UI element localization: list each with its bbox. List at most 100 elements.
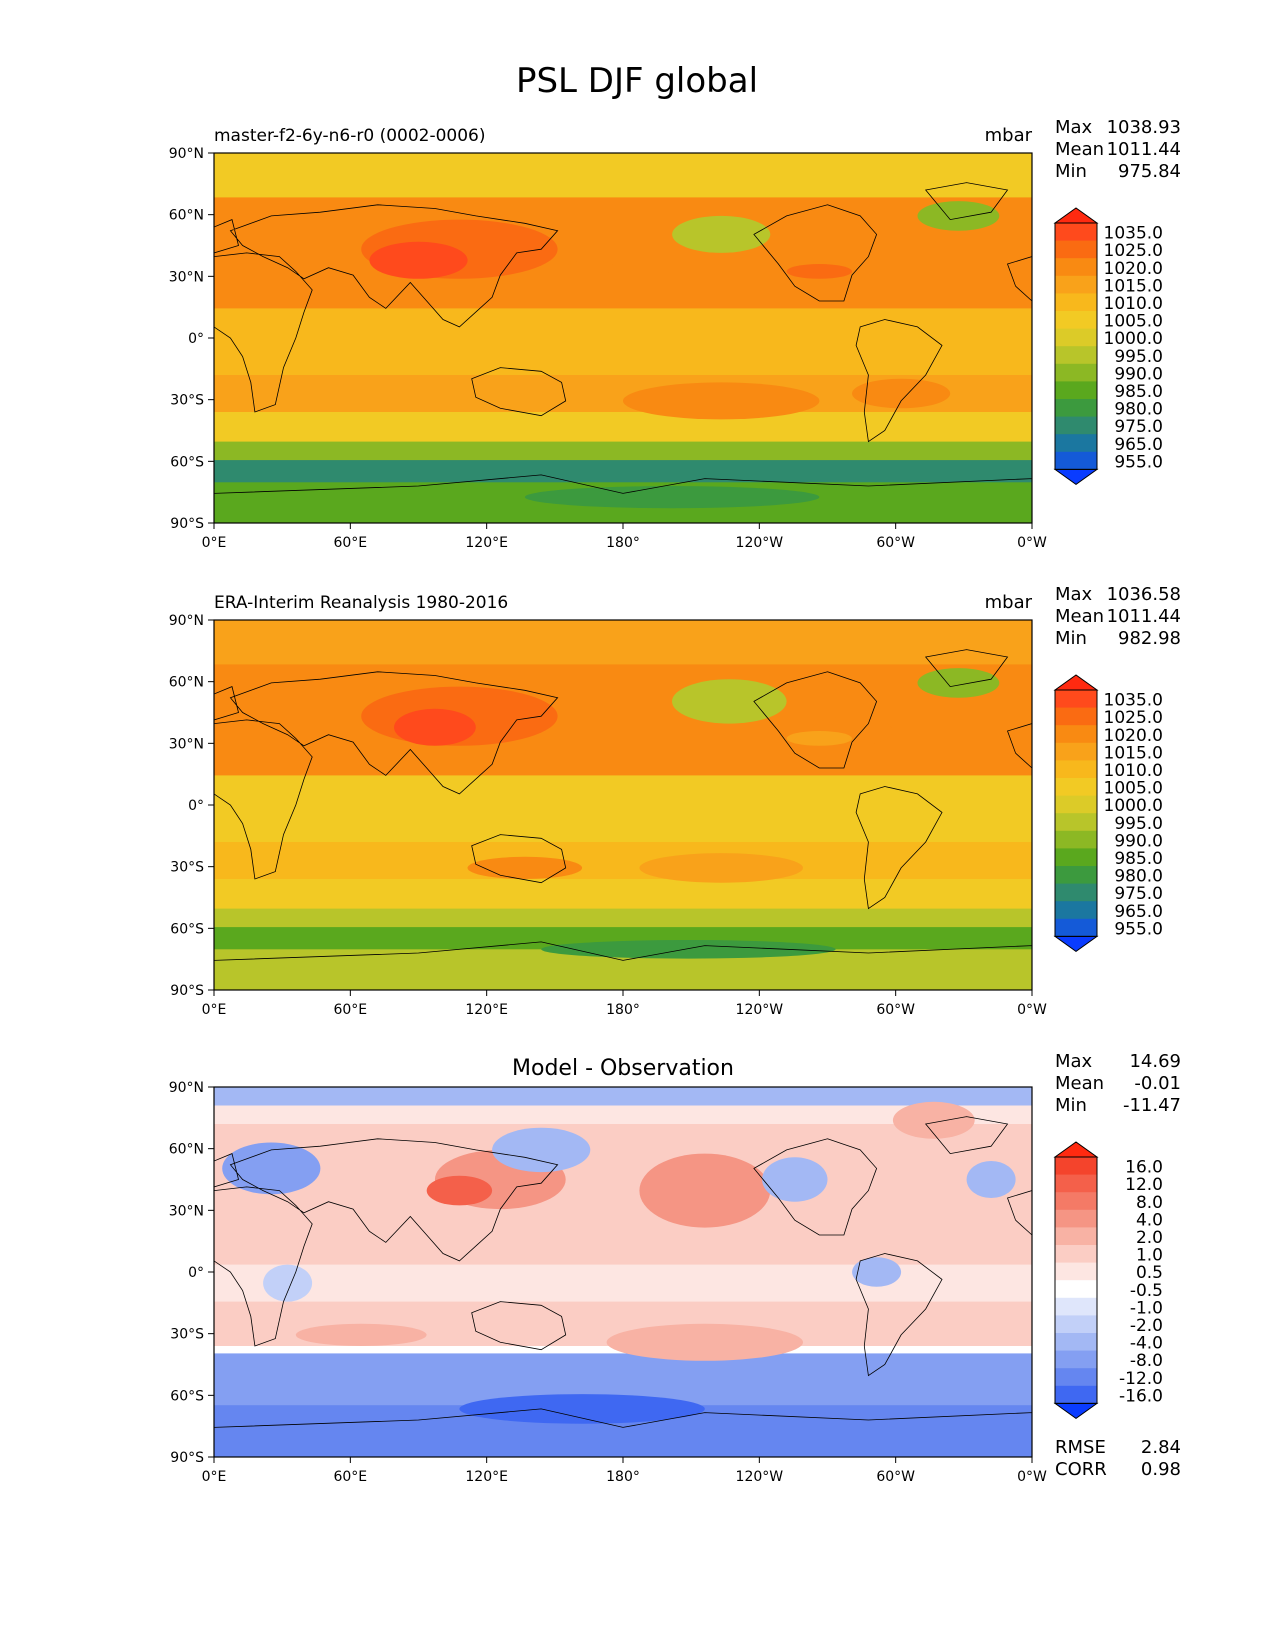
colorbar-min-arrow [1053,935,1099,953]
colorbar-swatch [1055,795,1097,814]
colorbar-min-arrow [1053,468,1099,486]
contour-cell [852,378,951,409]
colorbar-swatch [1055,830,1097,849]
colorbar-label: 1015.0 [1104,743,1163,763]
colorbar-swatch [1055,901,1097,920]
contour-band [214,927,1032,951]
footer-stat-label: RMSE [1055,1437,1106,1458]
lat-tick-label: 90°S [170,516,204,532]
contour-band [214,908,1032,929]
lon-tick-label: 0°W [1017,535,1047,551]
colorbar-swatch [1055,918,1097,937]
lon-tick-label: 0°E [202,535,227,551]
colorbar-min-arrow [1053,1402,1099,1420]
contour-cell [263,1264,313,1302]
lat-tick-label: 30°N [169,269,204,285]
lon-tick-label: 60°W [876,1469,915,1485]
colorbar-label: -8.0 [1130,1351,1163,1371]
stat-value: 1011.44 [1107,606,1181,627]
colorbar-swatch [1055,240,1097,259]
colorbar-label: 975.0 [1114,417,1163,437]
colorbar-max-arrow [1053,207,1099,224]
colorbar-label: 975.0 [1114,884,1163,904]
panel-units: mbar [985,592,1033,613]
lon-tick-label: 0°W [1017,1469,1047,1485]
lat-tick-label: 90°N [169,613,204,629]
panels: 90°N 60°N 30°N 0° 30°S 60°S 90°S 0°E 60°E 120°E 18… [169,117,1181,1485]
panel-1: 90°N 60°N 30°N 0° 30°S 60°S 90°S 0°E 60°E 120°E 18… [169,117,1181,551]
contour-cell [672,679,787,724]
colorbar-swatch [1055,725,1097,744]
colorbar-label: 1035.0 [1104,224,1163,244]
colorbar-label: 995.0 [1114,347,1163,367]
lon-tick-label: 0°W [1017,1002,1047,1018]
contour-band [214,1124,1032,1266]
stat-value: 982.98 [1118,628,1181,649]
colorbar-label: 1010.0 [1104,294,1163,314]
stat-value: 975.84 [1118,161,1181,182]
colorbar-label: 1020.0 [1104,259,1163,279]
lon-tick-label: 180° [606,1469,640,1485]
colorbar-label: 1000.0 [1104,796,1163,816]
colorbar-label: 16.0 [1125,1158,1163,1178]
lat-tick-label: 30°S [170,1327,204,1343]
panel-units: mbar [985,125,1033,146]
contour-cell [639,853,803,883]
colorbar-swatch [1055,1368,1097,1387]
contour-cell [492,1127,591,1173]
colorbar-label: 1005.0 [1104,312,1163,332]
contour-band [214,1264,1032,1303]
lat-tick-label: 60°N [169,208,204,224]
colorbar-label: 2.0 [1136,1228,1163,1248]
lon-tick-label: 0°E [202,1002,227,1018]
coastline [214,1116,1032,1457]
colorbar-label: -1.0 [1130,1298,1163,1318]
contour-band [214,1105,1032,1125]
lon-tick-label: 120°W [736,535,784,551]
contour-band [214,879,1032,910]
colorbar-swatch [1055,883,1097,902]
contour-band [214,842,1032,880]
contour-cell [786,731,852,746]
contour-cell [459,1394,705,1424]
panel-2: 90°N 60°N 30°N 0° 30°S 60°S 90°S 0°E 60°E 120°E 18… [169,584,1181,1018]
colorbar-swatch [1055,1245,1097,1264]
stat-value: -11.47 [1123,1095,1181,1116]
contour-cell [606,1323,803,1361]
colorbar-label: 995.0 [1114,814,1163,834]
lon-tick-label: 60°E [333,1002,367,1018]
colorbar-swatch [1055,1350,1097,1369]
colorbar-label: 990.0 [1114,364,1163,384]
lon-tick-label: 60°W [876,535,915,551]
colorbar-swatch [1055,258,1097,277]
colorbar-max-arrow [1053,1141,1099,1158]
colorbar-swatch [1055,742,1097,761]
contour-band [214,664,1032,777]
stat-label: Max [1055,584,1093,605]
stat-value: 1038.93 [1107,117,1181,138]
stat-value: 1036.58 [1107,584,1181,605]
colorbar-swatch [1055,363,1097,382]
coastline [214,649,1032,990]
lat-tick-label: 60°S [170,1388,204,1404]
contour-cell [541,940,836,959]
panel-left-title: master-f2-6y-n6-r0 (0002-0006) [214,126,486,146]
contour-cell [762,1157,828,1202]
colorbar-swatch [1055,293,1097,312]
colorbar-label: 0.5 [1136,1263,1163,1283]
contour-cell [295,1323,427,1346]
contour-band [214,441,1032,462]
colorbar-swatch [1055,1192,1097,1211]
colorbar-swatch [1055,399,1097,418]
colorbar-frame [1054,222,1098,470]
colorbar-label: 990.0 [1114,831,1163,851]
colorbar: 1035.01025.01020.01015.01010.01005.01000… [1053,674,1163,953]
lat-tick-label: 60°S [170,921,204,937]
colorbar: 16.012.08.04.02.01.00.5-0.5-1.0-2.0-4.0-… [1053,1141,1163,1420]
colorbar-label: 1010.0 [1104,761,1163,781]
footer-stat-value: 0.98 [1141,1459,1181,1480]
colorbar-swatch [1055,451,1097,470]
contour-cell [623,382,820,420]
colorbar-swatch [1055,1280,1097,1299]
